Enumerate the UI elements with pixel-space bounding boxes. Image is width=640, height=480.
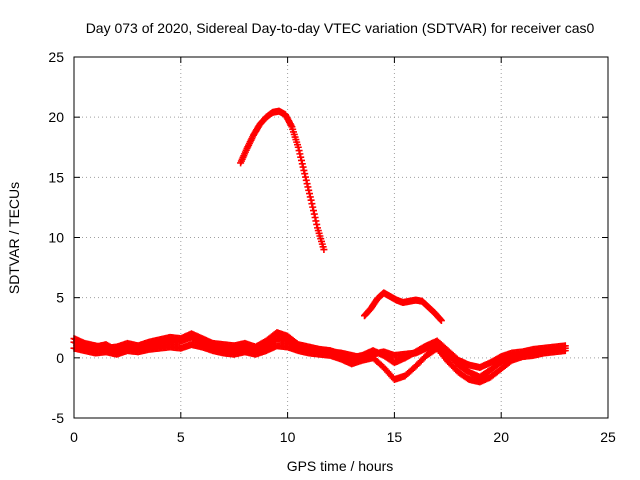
series-arc-high-morning bbox=[237, 107, 328, 254]
y-tick-label: 10 bbox=[48, 230, 64, 246]
data-point bbox=[305, 190, 313, 198]
data-point bbox=[302, 176, 310, 184]
data-point bbox=[297, 156, 305, 164]
data-point bbox=[561, 342, 569, 350]
data-point bbox=[311, 213, 319, 221]
data-point bbox=[437, 317, 445, 325]
x-tick-label: 15 bbox=[387, 429, 403, 445]
data-point bbox=[296, 150, 304, 158]
data-point bbox=[309, 207, 317, 215]
data-points bbox=[70, 107, 569, 386]
data-point bbox=[437, 316, 445, 324]
x-tick-label: 0 bbox=[70, 429, 78, 445]
data-point bbox=[305, 186, 313, 194]
data-point bbox=[294, 143, 302, 151]
x-tick-label: 20 bbox=[493, 429, 509, 445]
y-tick-label: 5 bbox=[56, 290, 64, 306]
data-point bbox=[303, 180, 311, 188]
y-tick-label: 20 bbox=[48, 109, 64, 125]
x-tick-label: 10 bbox=[280, 429, 296, 445]
data-point bbox=[299, 163, 307, 171]
data-point bbox=[295, 147, 303, 155]
data-point bbox=[313, 220, 321, 228]
data-point bbox=[307, 196, 315, 204]
axis-ticks: 0 5 10 15 20 25 -5 0 5 10 15 20 25 bbox=[48, 49, 616, 445]
chart-title: Day 073 of 2020, Sidereal Day-to-day VTE… bbox=[86, 20, 595, 36]
y-tick-label: 25 bbox=[48, 49, 64, 65]
y-tick-label: 0 bbox=[56, 350, 64, 366]
data-point bbox=[320, 246, 328, 254]
data-point bbox=[306, 193, 314, 201]
data-point bbox=[298, 160, 306, 168]
y-axis-label: SDTVAR / TECUs bbox=[6, 182, 22, 294]
data-point bbox=[308, 200, 316, 208]
data-point bbox=[312, 217, 320, 225]
x-tick-label: 5 bbox=[177, 429, 185, 445]
data-point bbox=[301, 170, 309, 178]
data-point bbox=[297, 153, 305, 161]
data-point bbox=[301, 173, 309, 181]
x-tick-label: 25 bbox=[600, 429, 616, 445]
data-point bbox=[304, 183, 312, 191]
series-arc-afternoon-bump bbox=[360, 289, 445, 325]
data-point bbox=[300, 166, 308, 174]
data-point bbox=[287, 121, 295, 129]
data-point bbox=[310, 210, 318, 218]
data-point bbox=[309, 203, 317, 211]
y-tick-label: 15 bbox=[48, 169, 64, 185]
grid-lines bbox=[74, 57, 608, 418]
x-axis-label: GPS time / hours bbox=[287, 458, 394, 474]
series-baseline-c bbox=[70, 329, 569, 371]
y-tick-label: -5 bbox=[52, 410, 65, 426]
